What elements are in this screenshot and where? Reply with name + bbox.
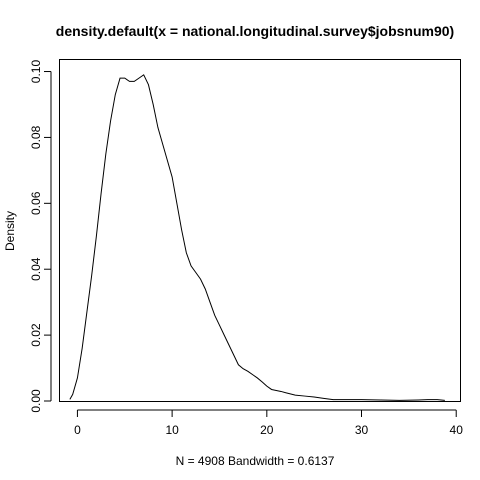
x-tick-label: 20 xyxy=(260,423,274,437)
x-tick-label: 0 xyxy=(74,423,81,437)
x-tick-label: 10 xyxy=(165,423,179,437)
x-axis-label: N = 4908 Bandwidth = 0.6137 xyxy=(176,454,335,468)
y-tick-label: 0.02 xyxy=(29,323,43,347)
y-tick-label: 0.00 xyxy=(29,389,43,413)
y-tick-label: 0.08 xyxy=(29,125,43,149)
y-tick-label: 0.04 xyxy=(29,257,43,281)
y-axis-label: Density xyxy=(3,211,17,251)
chart-title: density.default(x = national.longitudina… xyxy=(56,23,454,39)
x-tick-label: 40 xyxy=(450,423,464,437)
density-curve xyxy=(69,74,445,401)
y-tick-label: 0.10 xyxy=(29,60,43,84)
y-axis: 0.00 0.02 0.04 0.06 0.08 0.10 xyxy=(29,60,52,413)
plot-frame xyxy=(59,59,461,402)
x-axis: 0 10 20 30 40 xyxy=(74,409,464,437)
x-tick-label: 30 xyxy=(355,423,369,437)
y-tick-label: 0.06 xyxy=(29,191,43,215)
